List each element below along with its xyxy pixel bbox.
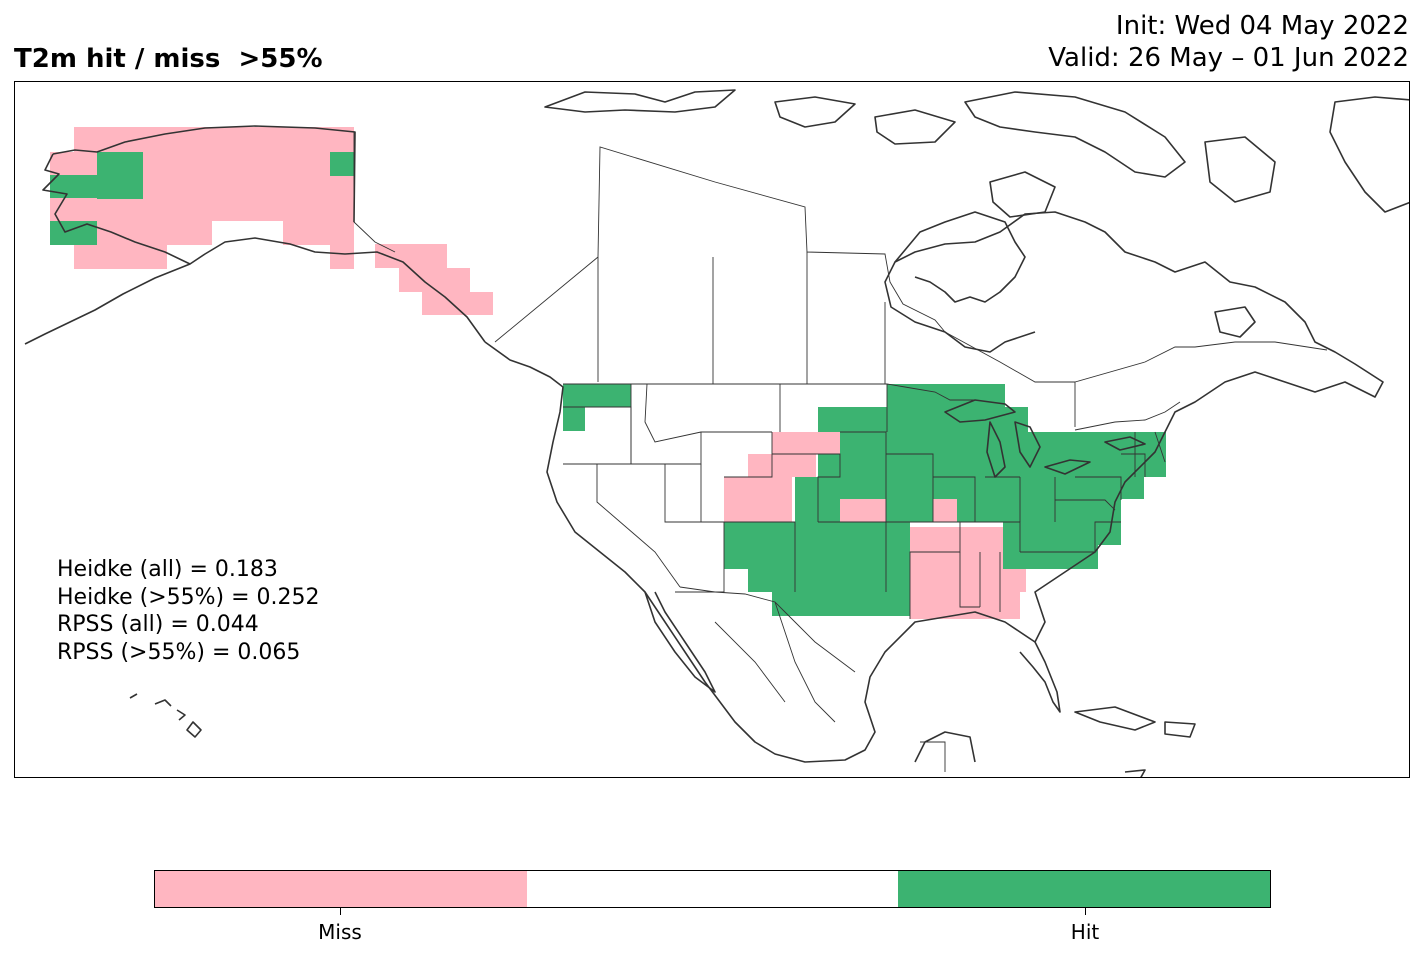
legend-label-hit: Hit bbox=[1070, 920, 1100, 944]
map-title: T2m hit / miss >55% bbox=[14, 44, 323, 74]
rpss-55: RPSS (>55%) = 0.065 bbox=[57, 639, 301, 665]
heidke-all: Heidke (all) = 0.183 bbox=[57, 557, 278, 582]
legend-tick-miss bbox=[340, 908, 341, 915]
legend-colorbar bbox=[154, 870, 1271, 908]
init-date: Init: Wed 04 May 2022 bbox=[1115, 11, 1409, 41]
skill-scores: Heidke (all) = 0.183 Heidke (>55%) = 0.2… bbox=[57, 556, 320, 666]
rpss-all: RPSS (all) = 0.044 bbox=[57, 612, 259, 637]
heidke-55: Heidke (>55%) = 0.252 bbox=[57, 584, 320, 610]
hit-cells bbox=[50, 152, 1166, 616]
legend-hit-swatch bbox=[898, 871, 1271, 907]
forecast-map bbox=[14, 81, 1410, 778]
valid-date: Valid: 26 May – 01 Jun 2022 bbox=[1048, 43, 1409, 73]
date-block: Init: Wed 04 May 2022 Valid: 26 May – 01… bbox=[1048, 10, 1409, 74]
coastlines bbox=[24, 89, 1409, 777]
political-borders bbox=[353, 132, 1328, 772]
legend-miss-swatch bbox=[155, 871, 527, 907]
map-canvas bbox=[24, 89, 1409, 777]
legend-tick-hit bbox=[1085, 908, 1086, 915]
legend-neutral-swatch bbox=[526, 871, 899, 907]
legend-label-miss: Miss bbox=[318, 920, 362, 944]
